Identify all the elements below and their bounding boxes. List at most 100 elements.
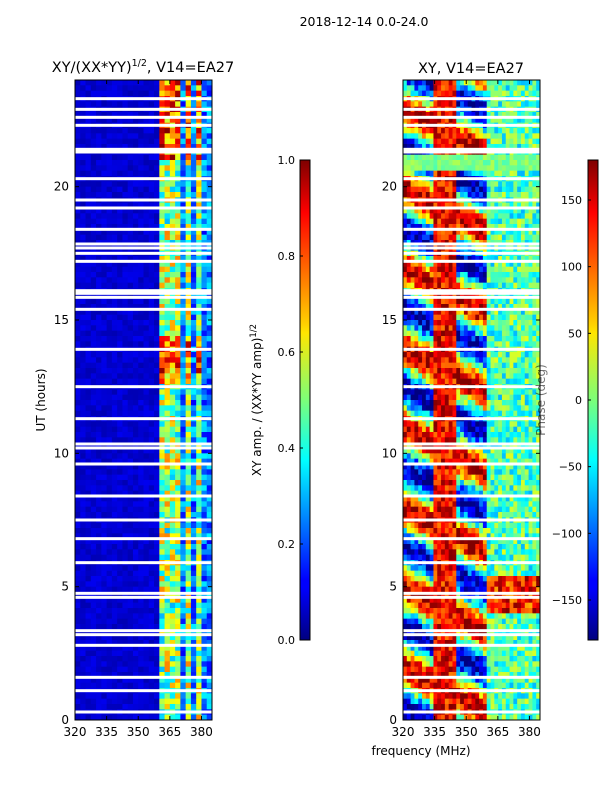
amplitude-heatmap-cell <box>80 704 86 710</box>
amplitude-heatmap-cell <box>143 426 150 433</box>
phase-heatmap-cell <box>479 266 484 273</box>
phase-heatmap-cell <box>418 186 423 193</box>
phase-heatmap-cell <box>498 325 503 332</box>
amplitude-heatmap-cell <box>169 501 176 508</box>
amplitude-heatmap-cell <box>111 469 118 476</box>
phase-heatmap-cell <box>494 320 499 326</box>
amplitude-heatmap-cell <box>159 704 165 710</box>
amplitude-heatmap-cell <box>138 218 144 225</box>
phase-heatmap-cell <box>467 128 472 134</box>
amplitude-colorbar-tick-label: 0.4 <box>278 442 296 455</box>
phase-heatmap-cell <box>479 298 484 305</box>
phase-heatmap-cell <box>463 133 469 140</box>
phase-heatmap-cell <box>520 320 526 326</box>
amplitude-heatmap-cell <box>169 704 176 710</box>
amplitude-heatmap-cell <box>122 101 129 108</box>
amplitude-data-gap <box>75 295 212 299</box>
amplitude-heatmap-cell <box>185 554 192 561</box>
amplitude-heatmap-cell <box>169 218 176 225</box>
amplitude-heatmap-cell <box>159 138 165 145</box>
phase-heatmap-cell <box>536 298 541 305</box>
amplitude-heatmap-cell <box>75 101 81 108</box>
amplitude-heatmap-cell <box>169 602 176 609</box>
amplitude-heatmap-cell <box>132 144 139 150</box>
amplitude-heatmap-cell <box>85 586 92 593</box>
amplitude-heatmap-cell <box>101 234 108 241</box>
phase-heatmap-cell <box>528 272 533 278</box>
amplitude-heatmap-cell <box>122 474 129 481</box>
phase-heatmap-cell <box>498 101 503 108</box>
phase-heatmap-cell <box>410 117 415 124</box>
amplitude-heatmap-cell <box>201 218 208 225</box>
amplitude-heatmap-cell <box>117 448 123 454</box>
phase-heatmap-cell <box>513 314 518 321</box>
amplitude-heatmap-cell <box>138 682 144 689</box>
amplitude-heatmap-cell <box>180 80 187 86</box>
phase-heatmap-cell <box>536 186 541 193</box>
amplitude-heatmap-cell <box>132 229 139 236</box>
amplitude-heatmap-cell <box>117 362 123 369</box>
amplitude-heatmap-cell <box>169 522 176 529</box>
phase-heatmap-cell <box>528 202 533 209</box>
phase-heatmap-cell <box>425 117 431 124</box>
phase-heatmap-cell <box>501 101 507 108</box>
amplitude-heatmap-cell <box>85 496 92 502</box>
amplitude-heatmap-cell <box>85 400 92 406</box>
amplitude-heatmap-cell <box>190 629 197 636</box>
amplitude-heatmap-cell <box>80 224 86 230</box>
amplitude-heatmap-cell <box>75 426 81 433</box>
phase-heatmap-cell <box>425 309 431 316</box>
amplitude-heatmap-cell <box>159 405 165 412</box>
phase-heatmap-cell <box>536 90 541 97</box>
phase-heatmap-cell <box>486 213 491 220</box>
amplitude-heatmap-cell <box>169 128 176 134</box>
amplitude-heatmap-cell <box>111 352 118 358</box>
amplitude-heatmap-cell <box>101 320 108 326</box>
phase-heatmap-cell <box>513 144 518 150</box>
amplitude-heatmap-cell <box>143 597 150 604</box>
phase-heatmap-cell <box>482 128 488 134</box>
amplitude-heatmap-cell <box>175 170 181 177</box>
phase-heatmap-cell <box>429 202 434 209</box>
phase-heatmap-cell <box>448 90 453 97</box>
amplitude-heatmap-cell <box>80 336 86 342</box>
phase-heatmap-cell <box>475 80 480 86</box>
phase-heatmap-cell <box>441 85 446 92</box>
amplitude-heatmap-cell <box>132 592 139 598</box>
amplitude-heatmap-cell <box>85 261 92 268</box>
amplitude-heatmap-cell <box>85 645 92 652</box>
amplitude-heatmap-cell <box>132 442 139 449</box>
amplitude-heatmap-cell <box>132 80 139 86</box>
amplitude-heatmap-cell <box>132 544 139 550</box>
amplitude-heatmap-cell <box>201 362 208 369</box>
amplitude-heatmap-cell <box>169 538 176 545</box>
amplitude-heatmap-cell <box>196 101 202 108</box>
phase-heatmap-cell <box>456 117 461 124</box>
amplitude-heatmap-cell <box>154 352 160 358</box>
phase-heatmap-cell <box>437 138 442 145</box>
amplitude-heatmap-cell <box>164 208 171 214</box>
phase-heatmap-cell <box>509 229 514 236</box>
phase-heatmap-cell <box>403 261 408 268</box>
phase-heatmap-cell <box>414 112 419 118</box>
phase-heatmap-cell <box>418 282 423 289</box>
phase-heatmap-cell <box>505 144 510 150</box>
amplitude-heatmap-cell <box>159 261 165 268</box>
amplitude-heatmap-cell <box>185 405 192 412</box>
amplitude-heatmap-cell <box>90 186 97 193</box>
amplitude-heatmap-cell <box>127 586 134 593</box>
phase-heatmap-cell <box>524 261 529 268</box>
amplitude-panel: XY/(XX*YY)1/2, V14=EA27 320 335 350 365 3800… <box>34 58 234 739</box>
amplitude-heatmap-cell <box>101 229 108 236</box>
phase-heatmap-cell <box>418 320 423 326</box>
phase-heatmap-cell <box>460 341 465 348</box>
phase-heatmap-cell <box>422 186 427 193</box>
phase-heatmap-cell <box>475 160 480 166</box>
phase-heatmap-cell <box>433 144 438 150</box>
phase-heatmap-cell <box>536 170 541 177</box>
phase-heatmap-cell <box>490 277 495 284</box>
amplitude-heatmap-cell <box>132 490 139 497</box>
phase-heatmap-cell <box>452 117 457 124</box>
amplitude-heatmap-cell <box>143 448 150 454</box>
phase-heatmap-cell <box>482 224 488 230</box>
